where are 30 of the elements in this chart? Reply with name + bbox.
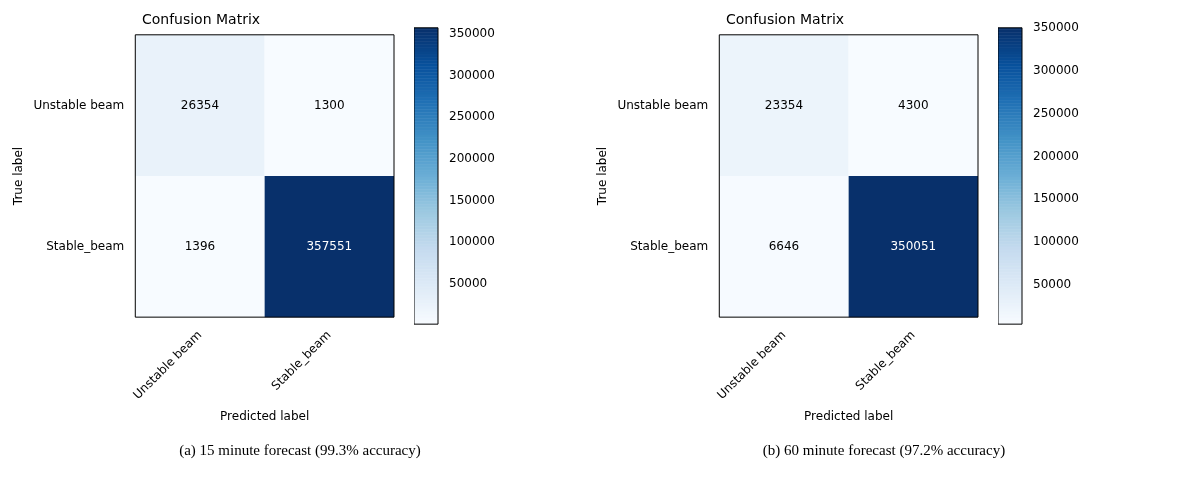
color-bar-label: 250000 [449,109,495,124]
text: (b) 60 minute forecast (97.2% accuracy) [761,442,1007,459]
color-bar-label: 100000 [449,234,495,249]
color-bar-label: 100000 [1033,234,1079,249]
data-label: 1300 [314,97,345,112]
data-label: 23354 [764,97,804,112]
data-label: 357551 [306,238,353,253]
chart-title: Confusion Matrix [725,11,845,28]
color-bar-label: 200000 [449,150,495,165]
color-bar-label: 350000 [1033,19,1079,34]
color-bar-label: 350000 [449,26,495,41]
y-axis-title: True label [11,146,26,207]
text: (a) 15 minute forecast (99.3% accuracy) [178,442,422,459]
color-bar-label: 300000 [449,67,495,82]
y-axis-title: True label [595,146,610,207]
color-bar-label: 150000 [1033,191,1079,206]
data-label: 350051 [890,238,937,253]
color-bar-label: 200000 [1033,148,1079,163]
color-bar-label: 150000 [449,192,495,207]
data-label: 4300 [898,97,929,112]
chart-title: Confusion Matrix [141,11,261,28]
color-bar-label: 50000 [449,275,488,290]
data-label: 1396 [184,238,216,253]
data-label: 26354 [180,97,220,112]
color-bar-label: 300000 [1033,62,1079,77]
x-axis-title: Predicted label [220,408,310,423]
color-bar-label: 250000 [1033,105,1079,120]
color-bar-label: 50000 [1033,277,1072,292]
data-label: 6646 [768,238,800,253]
x-axis-title: Predicted label [804,408,894,423]
